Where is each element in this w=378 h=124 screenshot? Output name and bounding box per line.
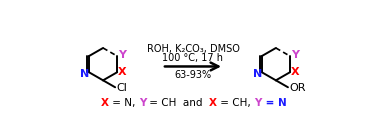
Text: = CH  and: = CH and [146,98,209,108]
Text: = N: = N [262,98,286,108]
Text: X: X [209,98,217,108]
Text: X: X [101,98,109,108]
Text: N: N [81,69,90,79]
Text: Y: Y [118,49,126,60]
Text: Y: Y [254,98,262,108]
Text: 63-93%: 63-93% [174,70,212,80]
Text: X: X [291,67,300,77]
Text: Y: Y [139,98,146,108]
Text: N: N [253,69,263,79]
Text: = N,: = N, [109,98,139,108]
Text: X: X [118,67,127,77]
Text: 100 °C, 17 h: 100 °C, 17 h [163,53,223,63]
Text: Y: Y [291,49,299,60]
Text: OR: OR [289,83,305,93]
Text: Cl: Cl [117,83,127,93]
Text: = CH,: = CH, [217,98,254,108]
Text: ROH, K₂CO₃, DMSO: ROH, K₂CO₃, DMSO [147,44,239,54]
